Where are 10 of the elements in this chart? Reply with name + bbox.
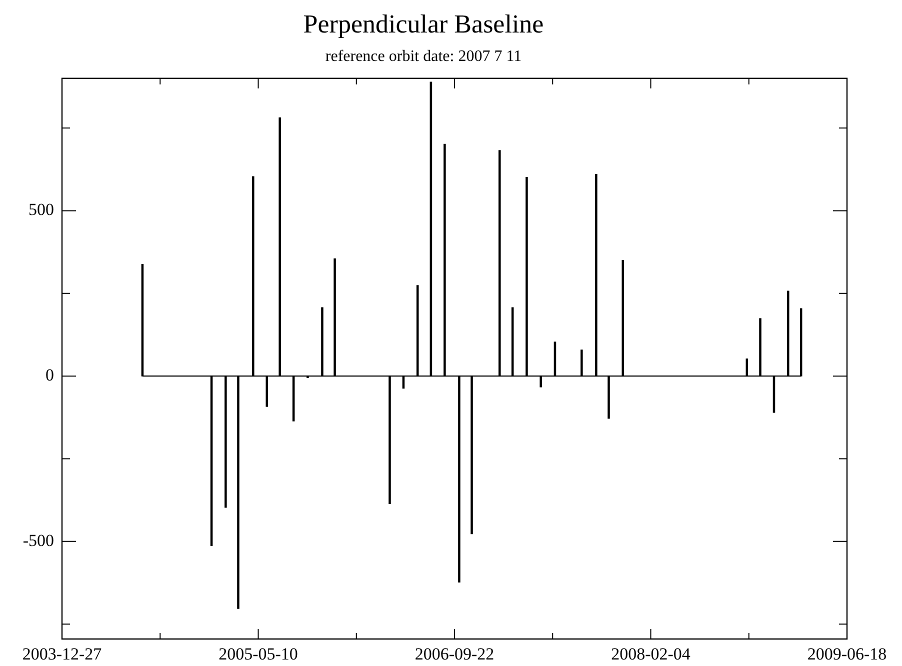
y-tick-label: 0 (46, 366, 54, 385)
y-tick-label: 500 (28, 200, 54, 220)
x-tick-label: 2008-02-04 (611, 644, 691, 664)
x-tick-label: 2005-05-10 (218, 644, 298, 664)
x-tick-label: 2003-12-27 (22, 644, 102, 664)
chart-title: Perpendicular Baseline (303, 9, 544, 38)
y-tick-label: -500 (22, 530, 54, 550)
chart-subtitle: reference orbit date: 2007 7 11 (325, 48, 522, 66)
x-tick-label: 2006-09-22 (414, 644, 494, 664)
x-tick-label: 2009-06-18 (807, 644, 887, 664)
